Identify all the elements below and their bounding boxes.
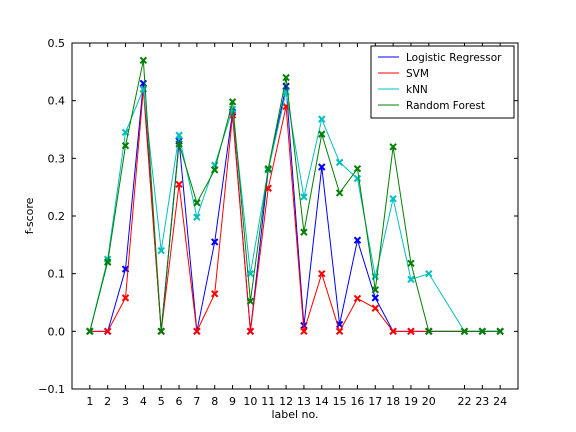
data-point	[211, 290, 219, 298]
y-tick-label: 0.1	[48, 268, 66, 281]
data-point	[318, 130, 326, 138]
data-point	[300, 327, 308, 336]
data-point	[407, 275, 415, 284]
legend-label-0: Logistic Regressor	[406, 52, 502, 64]
data-point	[318, 115, 326, 123]
data-point	[175, 140, 183, 148]
data-point	[246, 327, 255, 336]
y-tick-label: 0.2	[48, 210, 66, 223]
data-point	[211, 238, 219, 246]
x-tick-label: 2	[104, 395, 111, 408]
x-tick-label: 16	[350, 395, 364, 408]
x-tick-label: 9	[229, 395, 236, 408]
data-point	[371, 294, 379, 302]
data-point	[103, 258, 112, 266]
data-point	[282, 73, 290, 82]
legend-box	[370, 45, 515, 119]
x-tick-label: 19	[404, 395, 418, 408]
data-point	[121, 141, 130, 150]
x-tick-label: 12	[279, 395, 293, 408]
data-point	[371, 286, 379, 294]
data-point	[103, 327, 112, 336]
data-point	[300, 193, 308, 201]
y-tick-label: 0.4	[48, 95, 66, 108]
series-layer	[86, 56, 504, 336]
x-tick-label: 7	[193, 395, 200, 408]
ticks-layer: 1 2 3 4 5 6 7 8 9 10 11 12 13 14 15 16 17 18 19 20 22 23 24−0.…	[38, 37, 518, 408]
data-point	[407, 327, 415, 336]
x-tick-label: 4	[140, 395, 147, 408]
x-tick-label: 11	[261, 395, 275, 408]
data-point	[407, 259, 415, 267]
x-tick-label: 15	[333, 395, 347, 408]
y-tick-label: −0.1	[38, 383, 65, 396]
data-point	[425, 327, 433, 336]
x-axis-label: label no.	[271, 408, 318, 421]
data-point	[228, 98, 237, 106]
data-point	[86, 327, 94, 336]
legend-label-2: kNN	[406, 84, 428, 96]
x-tick-label: 8	[211, 395, 218, 408]
x-tick-label: 6	[176, 395, 183, 408]
x-tick-label: 3	[122, 395, 129, 408]
x-tick-label: 5	[158, 395, 165, 408]
series-3	[86, 56, 504, 336]
data-point	[246, 297, 255, 306]
data-point	[193, 199, 201, 207]
y-tick-label: 0.3	[48, 152, 66, 165]
data-point	[460, 327, 469, 336]
data-point	[300, 228, 308, 236]
data-point	[175, 180, 183, 188]
x-tick-label: 22	[457, 395, 471, 408]
data-point	[353, 294, 362, 303]
x-tick-label: 1	[86, 395, 93, 408]
data-point	[371, 304, 379, 312]
data-point	[335, 189, 344, 197]
x-tick-label: 20	[422, 395, 436, 408]
x-tick-label: 23	[475, 395, 489, 408]
data-point	[389, 194, 397, 203]
data-point	[157, 327, 165, 336]
data-point	[175, 131, 183, 139]
data-point	[389, 327, 397, 336]
y-tick-label: 0.0	[48, 325, 66, 338]
data-point	[353, 236, 362, 244]
data-point	[335, 158, 344, 167]
data-point	[157, 246, 165, 255]
x-tick-label: 18	[386, 395, 400, 408]
legend-label-1: SVM	[406, 68, 429, 80]
data-point	[335, 327, 344, 336]
x-tick-label: 24	[493, 395, 507, 408]
y-axis-label: f-score	[23, 197, 36, 234]
data-point	[389, 143, 397, 151]
data-point	[121, 294, 130, 302]
data-point	[139, 56, 148, 65]
legend: Logistic Regressor SVM kNN Random Forest	[370, 45, 515, 119]
x-tick-label: 14	[315, 395, 329, 408]
x-tick-label: 17	[368, 395, 382, 408]
data-point	[353, 165, 362, 173]
data-point	[211, 166, 219, 174]
data-point	[193, 213, 201, 221]
data-point	[318, 163, 326, 171]
data-point	[425, 269, 433, 278]
data-point	[193, 327, 201, 336]
data-point	[478, 327, 487, 336]
y-tick-label: 0.5	[48, 37, 66, 50]
data-point	[496, 327, 504, 336]
data-point	[318, 269, 326, 278]
x-tick-label: 10	[243, 395, 257, 408]
x-tick-label: 13	[297, 395, 311, 408]
data-point	[264, 165, 272, 173]
legend-label-3: Random Forest	[406, 100, 485, 112]
